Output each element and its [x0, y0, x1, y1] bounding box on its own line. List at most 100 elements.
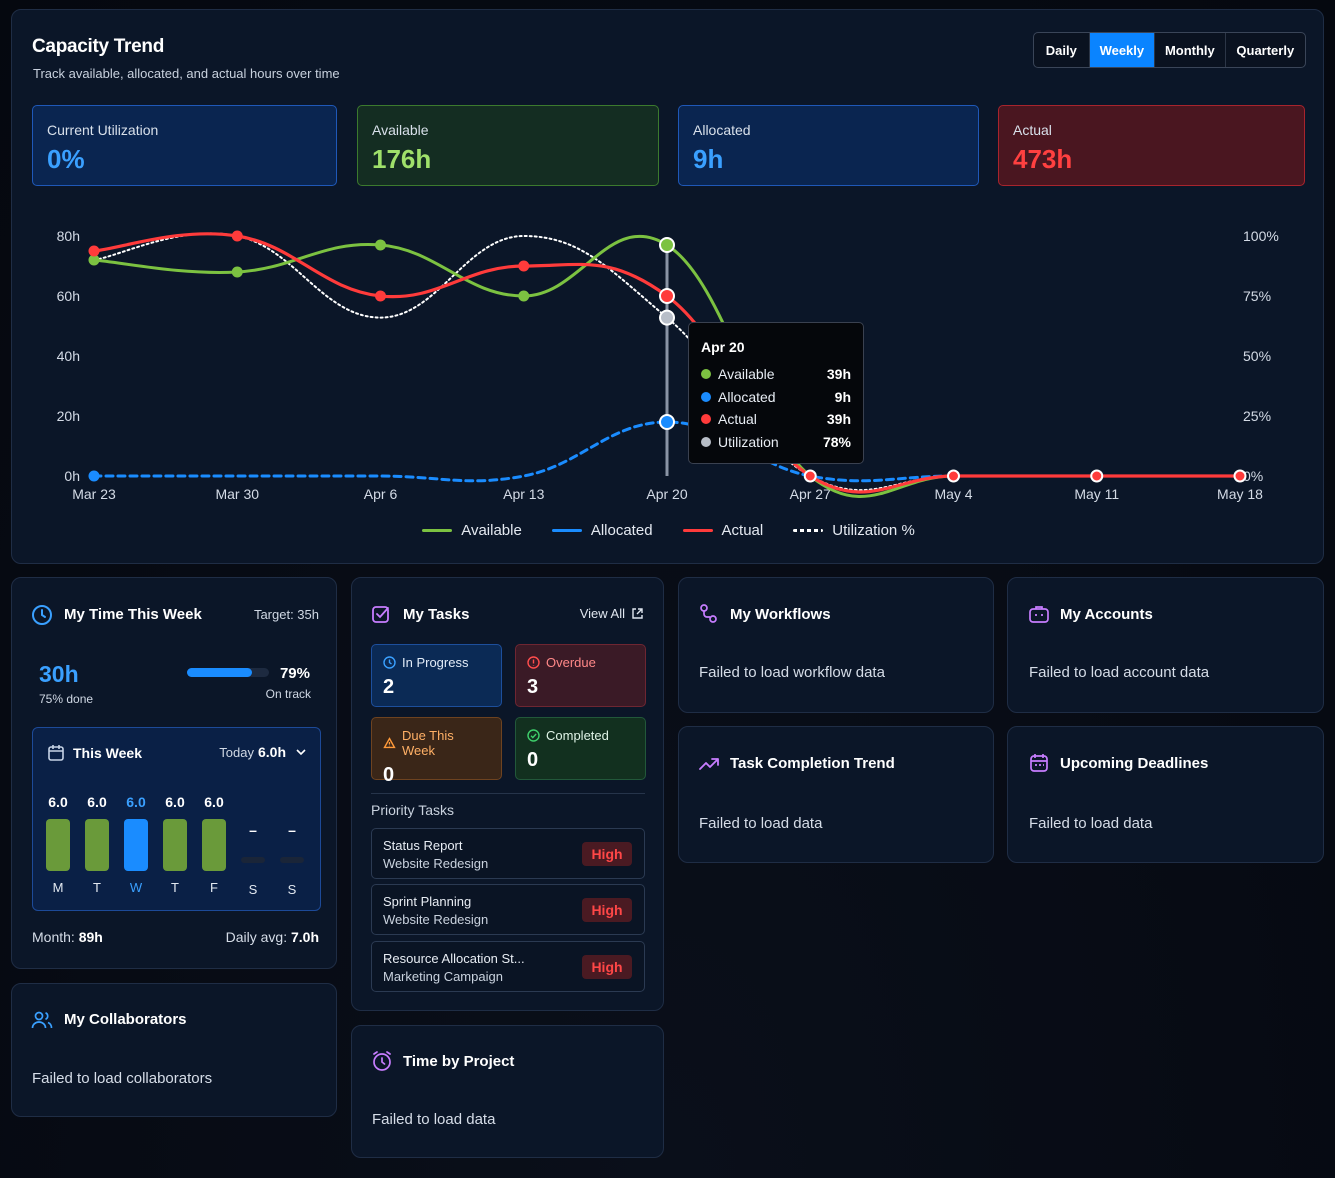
task-completion-trend-card: Task Completion Trend Failed to load dat…: [678, 726, 994, 863]
legend-item-utilization[interactable]: Utilization %: [793, 522, 915, 539]
task-project: Marketing Campaign: [383, 969, 503, 984]
view-all-link[interactable]: View All: [580, 606, 644, 621]
my-time-card: My Time This Week Target: 35h 30h 75% do…: [11, 577, 337, 969]
day-column[interactable]: 6.0 W: [123, 794, 149, 895]
stat-value: 9h: [693, 144, 724, 174]
clock-icon: [32, 605, 52, 625]
tooltip-row-available: Available 39h: [701, 363, 851, 386]
day-column[interactable]: 6.0 M: [45, 794, 71, 895]
day-hours: 6.0: [48, 794, 68, 810]
stat-current-utilization: Current Utilization 0%: [32, 105, 337, 186]
period-selector: Daily Weekly Monthly Quarterly: [1033, 32, 1306, 68]
progress-clock-icon: [383, 656, 396, 669]
data-point-available: [375, 239, 386, 251]
avg-value: 7.0h: [290, 929, 319, 945]
week-hours: 30h: [39, 661, 79, 687]
data-point-actual: [947, 469, 960, 483]
period-weekly-button[interactable]: Weekly: [1089, 33, 1156, 67]
legend-label: Utilization %: [832, 522, 915, 539]
legend-item-available[interactable]: Available: [422, 522, 522, 539]
trending-up-icon: [699, 758, 719, 770]
tile-overdue[interactable]: Overdue 3: [515, 644, 646, 707]
legend-item-allocated[interactable]: Allocated: [551, 522, 653, 539]
stat-value: 0%: [47, 144, 85, 174]
tile-in-progress[interactable]: In Progress 2: [371, 644, 502, 707]
week-status: On track: [265, 687, 311, 701]
day-bar: [124, 819, 148, 871]
tooltip-label: Available: [718, 366, 775, 383]
tile-completed[interactable]: Completed 0: [515, 717, 646, 780]
available-dot-icon: [701, 369, 711, 380]
time-by-project-card: Time by Project Failed to load data: [351, 1025, 664, 1158]
x-tick-label: Apr 13: [503, 486, 544, 502]
daily-average: Daily avg: 7.0h: [226, 929, 319, 945]
day-bar: [85, 819, 109, 871]
x-tick-label: Apr 27: [790, 486, 831, 502]
tooltip-row-allocated: Allocated 9h: [701, 386, 851, 409]
week-progress-bar: [187, 668, 269, 677]
priority-badge: High: [582, 842, 632, 866]
tooltip-row-actual: Actual 39h: [701, 408, 851, 431]
calendar-icon: [48, 745, 64, 761]
day-label: M: [52, 880, 64, 895]
week-progress-percent: 79%: [279, 665, 310, 682]
warning-icon: [383, 736, 396, 748]
day-column[interactable]: – S: [279, 794, 305, 897]
period-daily-button[interactable]: Daily: [1034, 33, 1090, 67]
day-bar: [163, 819, 187, 871]
today-toggle[interactable]: Today 6.0h: [219, 744, 308, 760]
tooltip-value: 78%: [822, 433, 851, 450]
allocated-dot-icon: [701, 391, 711, 402]
priority-tasks-title: Priority Tasks: [371, 802, 454, 818]
day-column[interactable]: 6.0 F: [201, 794, 227, 895]
priority-task-row[interactable]: Status Report Website Redesign High: [371, 828, 645, 879]
check-circle-icon: [527, 729, 540, 742]
month-label: Month:: [32, 929, 75, 945]
stat-label: Current Utilization: [47, 122, 159, 138]
legend-swatch: [551, 529, 582, 532]
task-name: Sprint Planning: [383, 894, 472, 909]
x-tick-label: May 18: [1217, 486, 1263, 502]
priority-task-row[interactable]: Resource Allocation St... Marketing Camp…: [371, 941, 645, 992]
legend-label: Available: [461, 522, 522, 539]
avg-label: Daily avg:: [225, 929, 288, 945]
today-label: Today: [219, 744, 254, 760]
upcoming-deadlines-card: Upcoming Deadlines Failed to load data: [1007, 726, 1324, 863]
calendar-icon: [1030, 754, 1048, 772]
day-label: S: [287, 882, 297, 897]
x-tick-label: May 11: [1074, 486, 1119, 502]
x-tick-label: Mar 30: [215, 486, 259, 502]
target-hours: Target: 35h: [253, 607, 319, 622]
legend-swatch: [422, 529, 453, 532]
day-column[interactable]: 6.0 T: [162, 794, 188, 895]
workflows-error: Failed to load workflow data: [699, 664, 885, 681]
stat-allocated: Allocated 9h: [678, 105, 979, 186]
tooltip-date: Apr 20: [701, 339, 745, 355]
workflows-title: My Workflows: [730, 606, 831, 623]
priority-task-row[interactable]: Sprint Planning Website Redesign High: [371, 884, 645, 935]
collaborators-title: My Collaborators: [64, 1011, 187, 1028]
legend-item-actual[interactable]: Actual: [682, 522, 763, 539]
task-name: Resource Allocation St...: [383, 951, 525, 966]
tile-due-this-week[interactable]: Due This Week 0: [371, 717, 502, 786]
actual-dot-icon: [701, 414, 711, 425]
period-monthly-button[interactable]: Monthly: [1155, 33, 1226, 67]
day-column[interactable]: – S: [240, 794, 266, 897]
data-point-actual: [803, 469, 817, 483]
tooltip-value: 9h: [834, 388, 851, 405]
period-quarterly-button[interactable]: Quarterly: [1236, 42, 1295, 58]
day-column[interactable]: 6.0 T: [84, 794, 110, 895]
tile-label: Overdue: [546, 655, 596, 670]
day-hours: 6.0: [87, 794, 107, 810]
y-left-tick-label: 80h: [57, 228, 80, 244]
legend-swatch: [793, 529, 824, 532]
task-name: Status Report: [383, 838, 463, 853]
task-project: Website Redesign: [383, 856, 489, 871]
x-tick-label: May 4: [934, 486, 972, 502]
week-done: 75% done: [39, 692, 94, 706]
users-icon: [31, 1011, 53, 1029]
day-hours: 6.0: [204, 794, 224, 810]
my-tasks-title: My Tasks: [403, 606, 470, 623]
data-point-actual: [375, 290, 386, 302]
stat-label: Available: [372, 122, 429, 138]
